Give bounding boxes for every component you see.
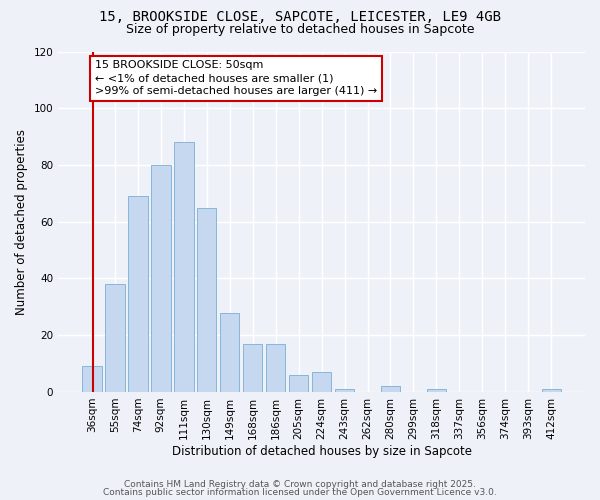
Bar [82,366,101,392]
Bar [289,375,308,392]
Text: 15, BROOKSIDE CLOSE, SAPCOTE, LEICESTER, LE9 4GB: 15, BROOKSIDE CLOSE, SAPCOTE, LEICESTER,… [99,10,501,24]
Text: Contains HM Land Registry data © Crown copyright and database right 2025.: Contains HM Land Registry data © Crown c… [124,480,476,489]
Bar [335,389,355,392]
Bar [220,312,239,392]
Bar [197,208,217,392]
Bar [312,372,331,392]
Bar [128,196,148,392]
Bar [542,389,561,392]
X-axis label: Distribution of detached houses by size in Sapcote: Distribution of detached houses by size … [172,444,472,458]
Bar [105,284,125,392]
Bar [427,389,446,392]
Text: Contains public sector information licensed under the Open Government Licence v3: Contains public sector information licen… [103,488,497,497]
Y-axis label: Number of detached properties: Number of detached properties [15,128,28,314]
Text: Size of property relative to detached houses in Sapcote: Size of property relative to detached ho… [126,22,474,36]
Bar [174,142,194,392]
Bar [381,386,400,392]
Bar [151,165,170,392]
Bar [243,344,262,392]
Text: 15 BROOKSIDE CLOSE: 50sqm
← <1% of detached houses are smaller (1)
>99% of semi-: 15 BROOKSIDE CLOSE: 50sqm ← <1% of detac… [95,60,377,96]
Bar [266,344,286,392]
